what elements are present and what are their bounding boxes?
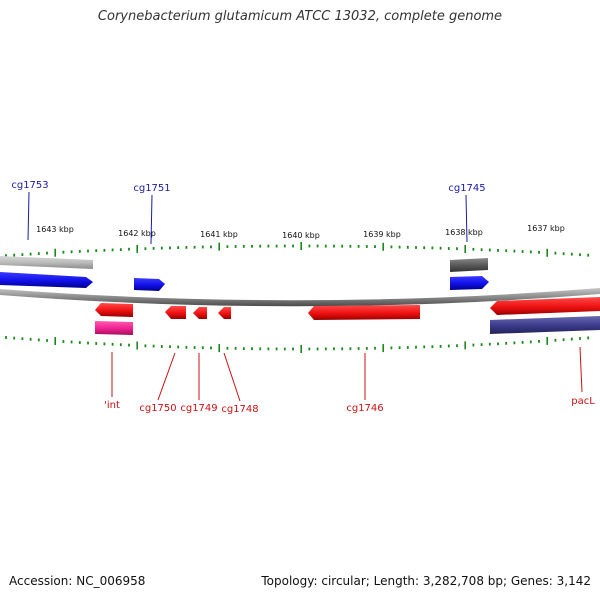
gene-pacl-navy xyxy=(490,316,600,334)
gene-cg1746-arrow xyxy=(308,305,420,320)
label-cg1748: cg1748 xyxy=(221,404,258,415)
reverse-gene-labels: 'int cg1750 cg1749 cg1748 cg1746 pacL xyxy=(104,396,595,415)
gene-cg1749-arrow xyxy=(193,307,207,319)
label-cg1750: cg1750 xyxy=(139,403,176,414)
gene-int-arrow xyxy=(95,303,133,317)
genome-backbone xyxy=(0,288,600,307)
gene-cg1753-arrow xyxy=(0,272,93,288)
reverse-leader-lines xyxy=(111,346,583,402)
label-cg1749: cg1749 xyxy=(180,403,217,414)
ruler-label-1638: 1638 kbp xyxy=(445,228,483,237)
leader-cg1750 xyxy=(157,352,176,401)
ruler-label-1642: 1642 kbp xyxy=(118,229,156,238)
ruler-label-1643: 1643 kbp xyxy=(36,225,74,234)
leader-cg1748 xyxy=(223,352,241,402)
gene-grey-right xyxy=(450,258,488,272)
gene-cg1751-arrow xyxy=(134,278,165,291)
inner-tick-row xyxy=(5,336,590,353)
gene-cg1745-arrow xyxy=(450,276,489,290)
leader-pacl xyxy=(579,346,583,393)
label-pacl: pacL xyxy=(571,396,595,407)
leader-cg1745 xyxy=(465,194,468,243)
map-title: Corynebacterium glutamicum ATCC 13032, c… xyxy=(97,9,503,24)
outer-tick-row xyxy=(5,242,590,257)
label-cg1745: cg1745 xyxy=(448,183,485,194)
gene-grey-left xyxy=(0,256,93,269)
label-cg1753: cg1753 xyxy=(11,180,48,191)
ruler-labels: 1643 kbp 1642 kbp 1641 kbp 1640 kbp 1639… xyxy=(36,224,565,240)
label-int: 'int xyxy=(104,400,120,411)
ruler-label-1637: 1637 kbp xyxy=(527,224,565,233)
gene-cg1748-arrow xyxy=(218,307,231,319)
accession-text: Accession: NC_006958 xyxy=(9,574,146,588)
forward-gene-labels: cg1753 cg1751 cg1745 xyxy=(11,180,485,194)
label-cg1746: cg1746 xyxy=(346,403,383,414)
leader-cg1751 xyxy=(150,194,153,245)
label-cg1751: cg1751 xyxy=(133,183,170,194)
leader-cg1753 xyxy=(27,191,30,241)
ruler-label-1640: 1640 kbp xyxy=(282,231,320,240)
ruler-label-1641: 1641 kbp xyxy=(200,230,238,239)
gene-cg1750-arrow xyxy=(165,306,186,319)
forward-leader-lines xyxy=(27,191,468,245)
ruler-label-1639: 1639 kbp xyxy=(363,230,401,239)
gene-int-pink xyxy=(95,321,133,335)
genome-stats-text: Topology: circular; Length: 3,282,708 bp… xyxy=(261,574,591,588)
gene-pacl-arrow xyxy=(490,297,600,315)
